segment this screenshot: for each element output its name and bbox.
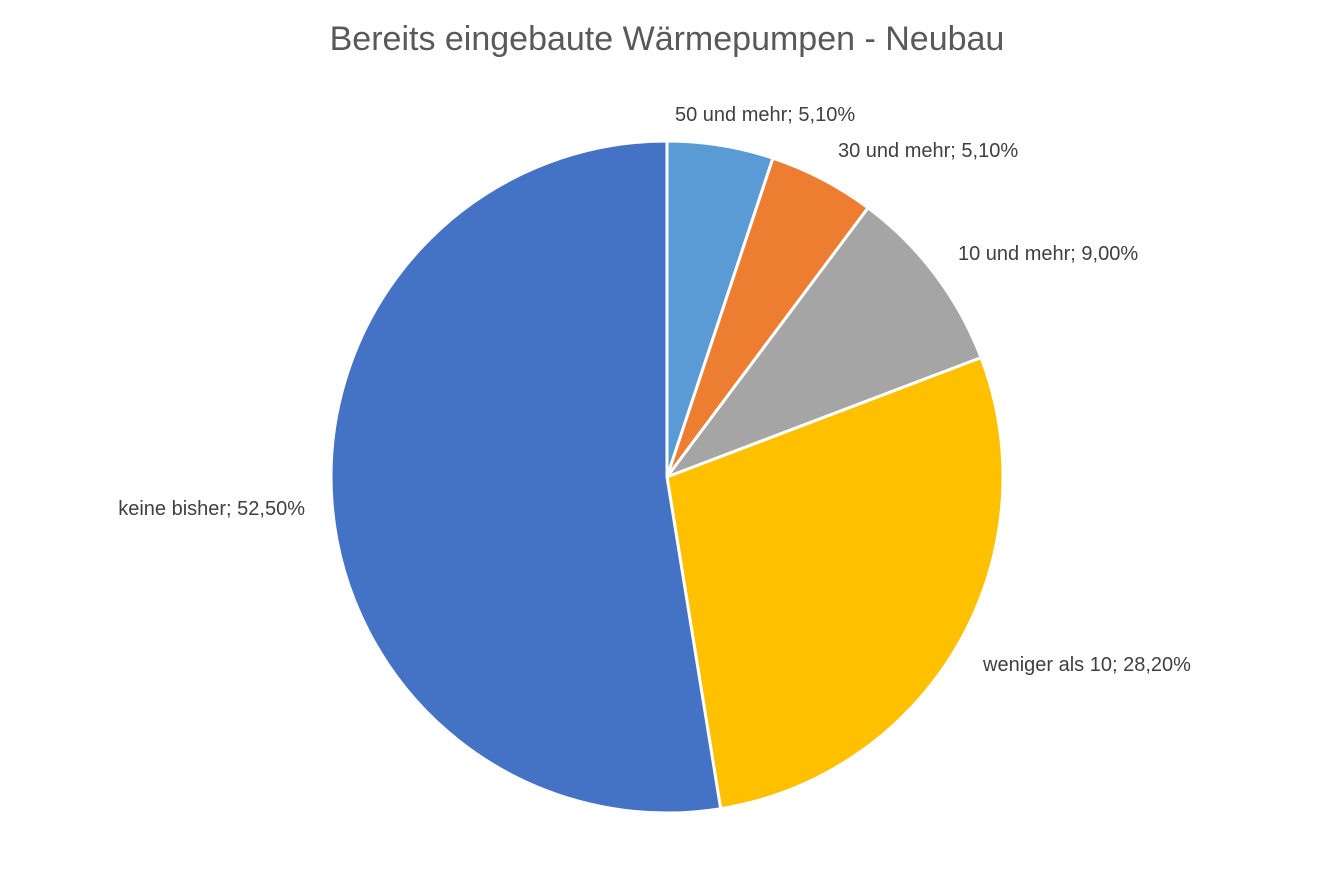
pie-slice-5 xyxy=(329,139,723,815)
data-label-3: 10 und mehr; 9,00% xyxy=(958,243,1138,265)
data-label-5: keine bisher; 52,50% xyxy=(118,498,305,520)
data-labels: 50 und mehr; 5,10% 30 und mehr; 5,10% 10 u… xyxy=(118,104,1191,676)
chart-title: Bereits eingebaute Wärmepumpen - Neubau xyxy=(329,20,1005,58)
pie-slice-3 xyxy=(665,206,983,479)
pie-slice-4 xyxy=(665,356,1005,811)
data-label-4: weniger als 10; 28,20% xyxy=(982,654,1191,676)
pie-slices xyxy=(329,139,1005,815)
data-label-1: 50 und mehr; 5,10% xyxy=(675,104,855,126)
data-label-2: 30 und mehr; 5,10% xyxy=(838,140,1018,162)
